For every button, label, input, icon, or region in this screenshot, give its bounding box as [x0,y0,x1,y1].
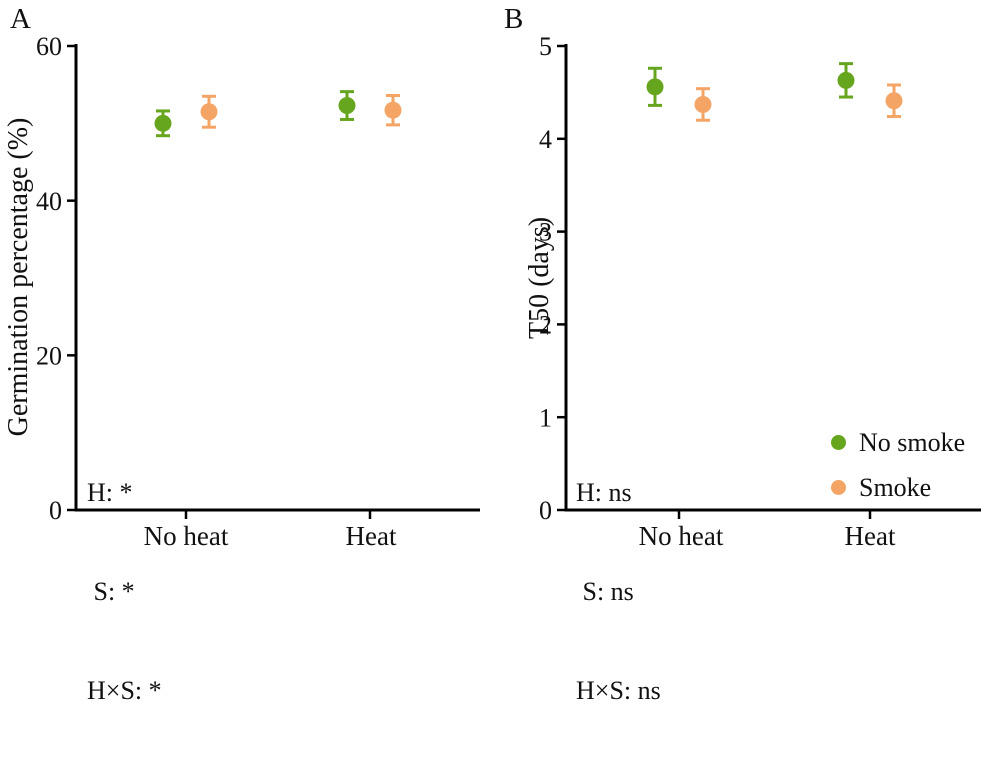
y-tick-label: 2 [539,311,552,340]
panel-a-plot: 0 20 40 60 [36,32,480,525]
figure: 0 20 40 60 0 1 2 3 4 5 A B Germination percentag… [3,3,981,705]
data-point [885,92,903,110]
panel-b-category-no-heat: No heat [638,521,724,551]
y-tick-label: 0 [539,496,552,525]
stat-line-hxs: H×S: ns [576,676,661,705]
panel-b-category-heat: Heat [844,521,896,551]
data-point [384,101,402,119]
data-point [837,71,855,89]
y-tick-label: 60 [36,32,62,61]
stat-line-h: H: ns [576,478,632,507]
data-point [646,78,664,96]
panel-a-y-axis-title: Germination percentage (%) [3,117,34,437]
panel-a-category-no-heat: No heat [143,521,229,551]
stat-line-s: S: * [87,577,135,606]
y-tick-label: 4 [539,125,552,154]
data-point [154,114,172,132]
y-tick-label: 0 [49,496,62,525]
y-tick-label: 20 [36,341,62,370]
y-tick-label: 1 [539,403,552,432]
panel-a-category-heat: Heat [345,521,397,551]
no-smoke-marker-icon [831,435,846,450]
stat-line-h: H: * [87,478,133,507]
y-tick-label: 3 [539,218,552,247]
data-point [200,103,218,121]
y-tick-label: 5 [539,32,552,61]
stat-line-s: S: ns [576,577,634,606]
data-point [338,97,356,115]
data-point [694,95,712,113]
legend-item-no-smoke: No smoke [831,420,965,465]
smoke-marker-icon [831,480,846,495]
y-tick-label: 40 [36,187,62,216]
panel-a-stats-annotation: H: * S: * H×S: * [87,410,162,773]
legend: No smoke Smoke [831,420,965,510]
legend-label-smoke: Smoke [859,472,932,502]
legend-item-smoke: Smoke [831,465,965,510]
panel-b-plot: 0 1 2 3 4 5 [539,32,981,525]
plot-canvas: 0 20 40 60 0 1 2 3 4 5 [36,32,981,525]
panel-b-stats-annotation: H: ns S: ns H×S: ns [576,410,661,773]
legend-label-no-smoke: No smoke [859,427,966,457]
panel-b-label: B [504,3,524,35]
panel-a-label: A [10,3,31,35]
panel-b-y-axis-title: T50 (days) [524,216,555,340]
stat-line-hxs: H×S: * [87,676,162,705]
